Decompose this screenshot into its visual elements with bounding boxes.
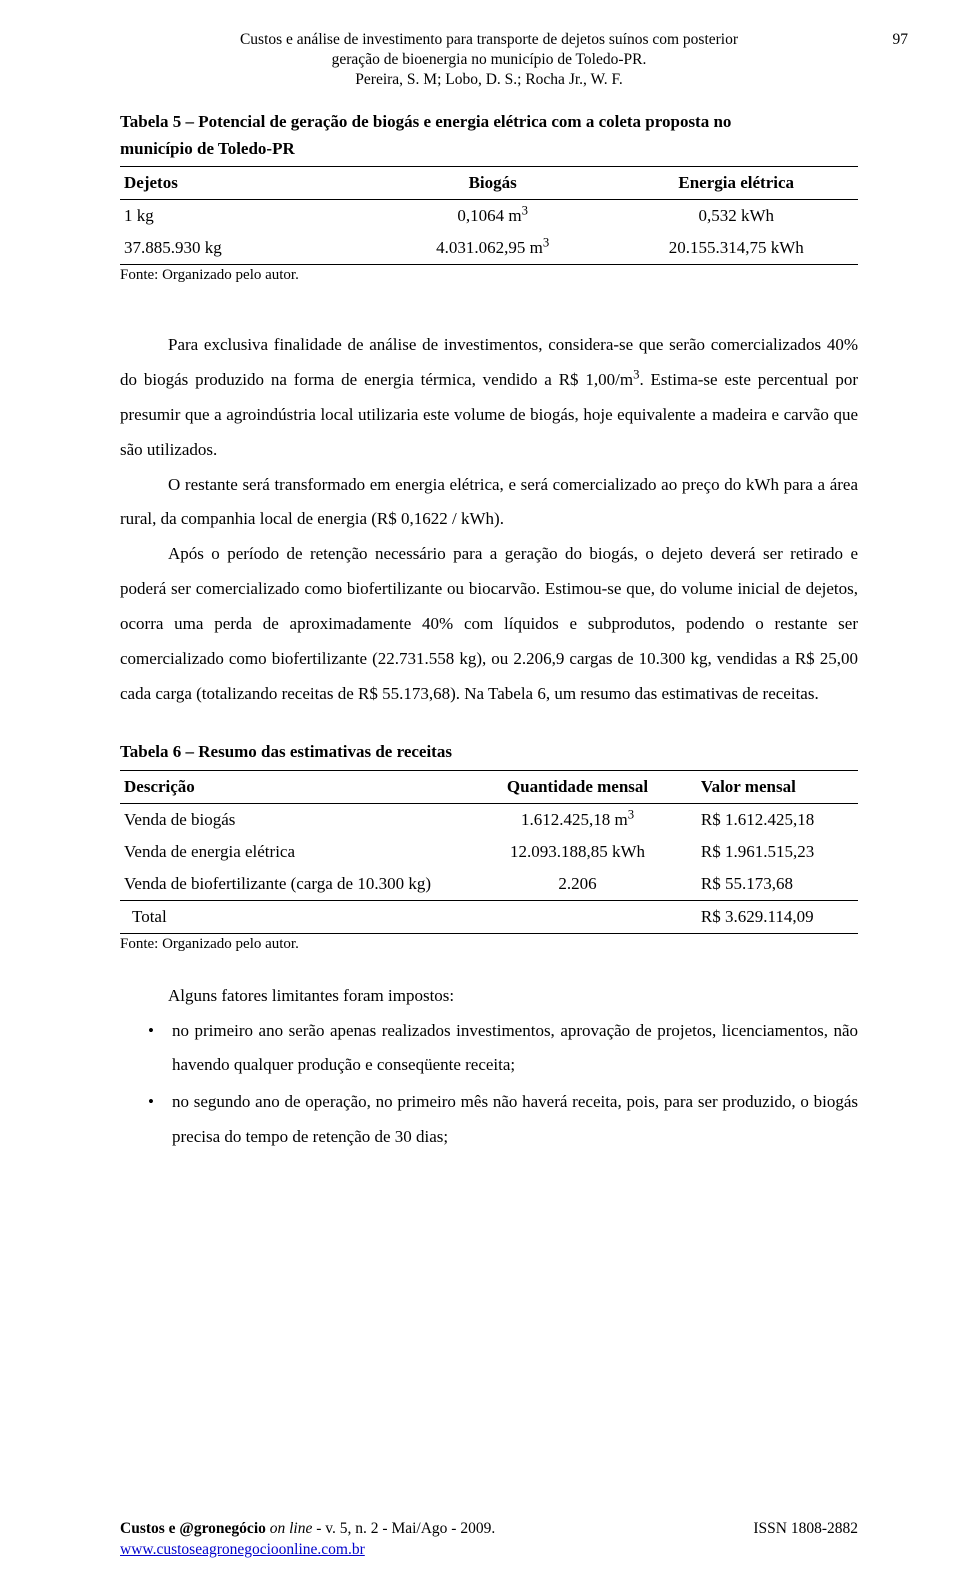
table5-source: Fonte: Organizado pelo autor. — [120, 267, 858, 284]
table5-r2c1: 37.885.930 kg — [120, 232, 371, 265]
table-row: Venda de biofertilizante (carga de 10.30… — [120, 868, 858, 901]
table-row: 1 kg 0,1064 m3 0,532 kWh — [120, 200, 858, 233]
table6-header-row: Descrição Quantidade mensal Valor mensal — [120, 770, 858, 803]
running-head-line2: geração de bioenergia no município de To… — [120, 50, 858, 70]
table-row: 37.885.930 kg 4.031.062,95 m3 20.155.314… — [120, 232, 858, 265]
sup: 3 — [628, 807, 634, 821]
table5-r2c2-val: 4.031.062,95 m — [436, 238, 543, 257]
table5-r1c3: 0,532 kWh — [614, 200, 858, 233]
table6-total-label: Total — [120, 900, 474, 933]
table6-r3c2: 2.206 — [474, 868, 681, 901]
sup: 3 — [522, 204, 528, 218]
sup: 3 — [543, 236, 549, 250]
footer-url-link[interactable]: www.custoseagronegocioonline.com.br — [120, 1541, 365, 1558]
list-item: no primeiro ano serão apenas realizados … — [148, 1014, 858, 1084]
table5-r1c2-val: 0,1064 m — [457, 206, 521, 225]
table6-r2c2: 12.093.188,85 kWh — [474, 836, 681, 868]
table6-h2: Quantidade mensal — [474, 770, 681, 803]
table6-total-value: R$ 3.629.114,09 — [681, 900, 858, 933]
table6-r3c1: Venda de biofertilizante (carga de 10.30… — [120, 868, 474, 901]
list-intro: Alguns fatores limitantes foram impostos… — [120, 979, 858, 1014]
table6-r1c1: Venda de biogás — [120, 803, 474, 836]
table6-r2c1: Venda de energia elétrica — [120, 836, 474, 868]
table5-h2: Biogás — [371, 167, 615, 200]
page-footer: Custos e @gronegócio on line - v. 5, n. … — [120, 1519, 858, 1561]
running-head-line3: Pereira, S. M; Lobo, D. S.; Rocha Jr., W… — [120, 70, 858, 90]
table5-r1c2: 0,1064 m3 — [371, 200, 615, 233]
table5-caption-line1: Tabela 5 – Potencial de geração de biogá… — [120, 112, 731, 131]
page: Custos e análise de investimento para tr… — [0, 0, 960, 1587]
footer-issn: ISSN 1808-2882 — [753, 1519, 858, 1540]
table5-h1: Dejetos — [120, 167, 371, 200]
table5: Dejetos Biogás Energia elétrica 1 kg 0,1… — [120, 166, 858, 265]
table6-h1: Descrição — [120, 770, 474, 803]
table6-r1c2: 1.612.425,18 m3 — [474, 803, 681, 836]
table5-caption: Tabela 5 – Potencial de geração de biogá… — [120, 109, 858, 162]
table6: Descrição Quantidade mensal Valor mensal… — [120, 770, 858, 934]
paragraph-1: Para exclusiva finalidade de análise de … — [120, 328, 858, 467]
footer-vol: - v. 5, n. 2 - Mai/Ago - 2009. — [312, 1520, 495, 1537]
table6-r2c3: R$ 1.961.515,23 — [681, 836, 858, 868]
table6-source: Fonte: Organizado pelo autor. — [120, 936, 858, 953]
footer-left: Custos e @gronegócio on line - v. 5, n. … — [120, 1519, 495, 1561]
table5-r1c1: 1 kg — [120, 200, 371, 233]
table5-r2c3: 20.155.314,75 kWh — [614, 232, 858, 265]
bullet-list: no primeiro ano serão apenas realizados … — [120, 1014, 858, 1155]
table-row: Venda de biogás 1.612.425,18 m3 R$ 1.612… — [120, 803, 858, 836]
footer-journal: Custos e @gronegócio — [120, 1520, 266, 1537]
table5-h3: Energia elétrica — [614, 167, 858, 200]
paragraph-3: Após o período de retenção necessário pa… — [120, 537, 858, 711]
table6-r3c3: R$ 55.173,68 — [681, 868, 858, 901]
cell-val: 1.612.425,18 m — [521, 810, 628, 829]
running-head: Custos e análise de investimento para tr… — [120, 30, 858, 89]
table6-h3: Valor mensal — [681, 770, 858, 803]
table6-caption: Tabela 6 – Resumo das estimativas de rec… — [120, 739, 858, 765]
footer-online: on line — [266, 1520, 313, 1537]
table-row: Venda de energia elétrica 12.093.188,85 … — [120, 836, 858, 868]
table5-caption-line2: município de Toledo-PR — [120, 139, 295, 158]
table6-total-row: Total R$ 3.629.114,09 — [120, 900, 858, 933]
page-number: 97 — [893, 30, 909, 50]
table5-r2c2: 4.031.062,95 m3 — [371, 232, 615, 265]
list-item: no segundo ano de operação, no primeiro … — [148, 1085, 858, 1155]
paragraph-2: O restante será transformado em energia … — [120, 468, 858, 538]
table5-header-row: Dejetos Biogás Energia elétrica — [120, 167, 858, 200]
running-head-line1: Custos e análise de investimento para tr… — [120, 30, 858, 50]
table6-r1c3: R$ 1.612.425,18 — [681, 803, 858, 836]
